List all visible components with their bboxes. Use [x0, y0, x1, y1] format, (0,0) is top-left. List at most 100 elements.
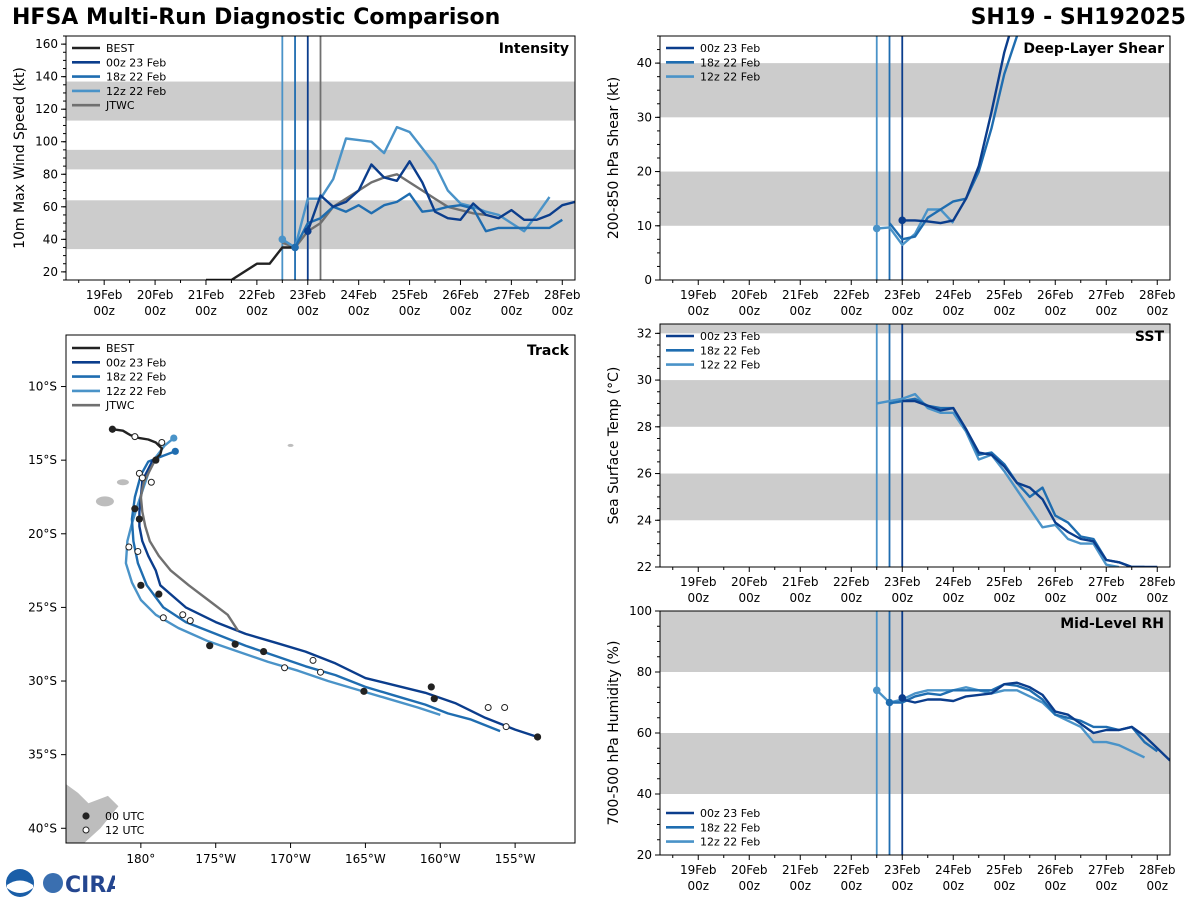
track-position-marker	[134, 547, 142, 555]
y-tick-label: 20	[637, 165, 652, 179]
x-tick-date-label: 20Feb	[731, 288, 768, 302]
x-tick-hour-label: 00z	[789, 304, 811, 318]
y-tick-label: 100	[629, 604, 652, 618]
x-tick-date-label: 27Feb	[1088, 863, 1125, 877]
x-tick-date-label: 22Feb	[833, 863, 870, 877]
x-tick-date-label: 27Feb	[1088, 288, 1125, 302]
y-tick-label: 0	[644, 273, 652, 287]
x-tick-date-label: 28Feb	[1139, 863, 1176, 877]
x-tick-hour-label: 00z	[195, 304, 217, 318]
track-position-marker	[147, 478, 155, 486]
x-tick-hour-label: 00z	[687, 879, 709, 893]
x-tick-hour-label: 00z	[942, 591, 964, 605]
figure-title: HFSA Multi-Run Diagnostic Comparison	[12, 5, 501, 30]
x-tick-date-label: 24Feb	[935, 288, 972, 302]
legend-label: 18z 22 Feb	[700, 821, 760, 834]
track-position-marker	[131, 505, 139, 513]
init-marker	[885, 698, 894, 707]
x-tick-date-label: 20Feb	[731, 575, 768, 589]
y-tick-label: 20	[43, 265, 58, 279]
x-tick-date-label: 27Feb	[1088, 575, 1125, 589]
x-tick-hour-label: 00z	[551, 304, 573, 318]
x-tick-date-label: 22Feb	[239, 288, 276, 302]
track-position-marker	[430, 695, 438, 703]
lon-tick-label: 165°W	[345, 852, 386, 866]
init-marker	[872, 224, 881, 233]
x-tick-hour-label: 00z	[501, 304, 523, 318]
marker-legend-label: 00 UTC	[105, 810, 145, 823]
legend-label: 00z 23 Feb	[106, 56, 166, 69]
x-tick-hour-label: 00z	[144, 304, 166, 318]
x-tick-date-label: 24Feb	[935, 863, 972, 877]
series-line-best	[206, 246, 296, 280]
x-tick-hour-label: 00z	[993, 304, 1015, 318]
panel-title: SST	[1135, 329, 1165, 345]
new-zealand-landmass	[66, 784, 119, 843]
y-tick-label: 60	[43, 200, 58, 214]
x-tick-date-label: 25Feb	[986, 288, 1023, 302]
lat-tick-label: 30°S	[28, 674, 57, 688]
x-tick-date-label: 20Feb	[137, 288, 174, 302]
track-position-marker	[317, 668, 324, 676]
y-tick-label: 40	[637, 56, 652, 70]
x-tick-hour-label: 00z	[1146, 591, 1168, 605]
track-line-r12z	[124, 437, 441, 717]
x-tick-date-label: 26Feb	[1037, 863, 1074, 877]
legend-label: 12z 22 Feb	[700, 836, 760, 849]
lon-tick-label: 170°W	[270, 852, 311, 866]
track-position-marker	[131, 433, 139, 441]
y-tick-label: 140	[35, 70, 58, 84]
x-tick-hour-label: 00z	[789, 591, 811, 605]
x-tick-date-label: 25Feb	[391, 288, 428, 302]
track-position-marker	[501, 704, 509, 712]
track-position-marker	[206, 642, 214, 650]
lat-tick-label: 25°S	[28, 600, 57, 614]
y-tick-label: 160	[35, 37, 58, 51]
lon-tick-label: 180°	[126, 852, 155, 866]
init-marker	[898, 216, 907, 225]
x-tick-hour-label: 00z	[840, 591, 862, 605]
legend-label: 18z 22 Feb	[700, 56, 760, 69]
x-tick-date-label: 28Feb	[1139, 575, 1176, 589]
x-tick-date-label: 23Feb	[884, 863, 921, 877]
track-position-marker	[137, 581, 145, 589]
lat-tick-label: 20°S	[28, 527, 57, 541]
map-area	[66, 425, 542, 843]
x-tick-date-label: 25Feb	[986, 863, 1023, 877]
init-marker	[278, 235, 287, 244]
track-position-marker	[152, 456, 160, 464]
x-tick-date-label: 21Feb	[782, 575, 819, 589]
track-position-marker	[155, 590, 163, 598]
track-position-marker	[360, 687, 368, 695]
x-tick-hour-label: 00z	[993, 879, 1015, 893]
legend-label: 12z 22 Feb	[106, 85, 166, 98]
shaded-band	[660, 380, 1170, 427]
x-tick-date-label: 21Feb	[782, 863, 819, 877]
y-axis-label: Sea Surface Temp (°C)	[606, 367, 622, 525]
x-tick-hour-label: 00z	[687, 591, 709, 605]
plot-area	[66, 36, 575, 280]
panel-rh: 20 40 60 80 100 19Feb 00z 20Feb 00z 21Feb 00z 22Feb…	[606, 604, 1176, 893]
legend-label: 18z 22 Feb	[106, 71, 166, 84]
track-position-marker	[309, 656, 317, 664]
track-line-r18z	[130, 450, 501, 733]
legend-label: 12z 22 Feb	[106, 385, 166, 398]
x-tick-date-label: 24Feb	[340, 288, 377, 302]
panel-title: Deep-Layer Shear	[1023, 41, 1164, 57]
track-position-marker	[179, 611, 187, 619]
legend-label: 12z 22 Feb	[700, 359, 760, 372]
panel-shear: 0 10 20 30 40 19Feb 00z 20Feb 00z 21Feb 00z 22Feb 00…	[606, 35, 1176, 318]
track-position-marker	[427, 683, 435, 691]
noaa-cira-logo: CIRA	[6, 869, 115, 898]
x-tick-hour-label: 00z	[1044, 591, 1066, 605]
series-line-r12z	[875, 686, 1146, 759]
legend-label: 18z 22 Feb	[106, 371, 166, 384]
series-line-r00z	[902, 399, 1158, 567]
x-tick-date-label: 28Feb	[1139, 288, 1176, 302]
track-position-marker	[281, 664, 289, 672]
y-tick-label: 22	[637, 560, 652, 574]
x-tick-date-label: 24Feb	[935, 575, 972, 589]
x-tick-hour-label: 00z	[1095, 879, 1117, 893]
x-tick-hour-label: 00z	[1044, 304, 1066, 318]
y-tick-label: 10	[637, 219, 652, 233]
